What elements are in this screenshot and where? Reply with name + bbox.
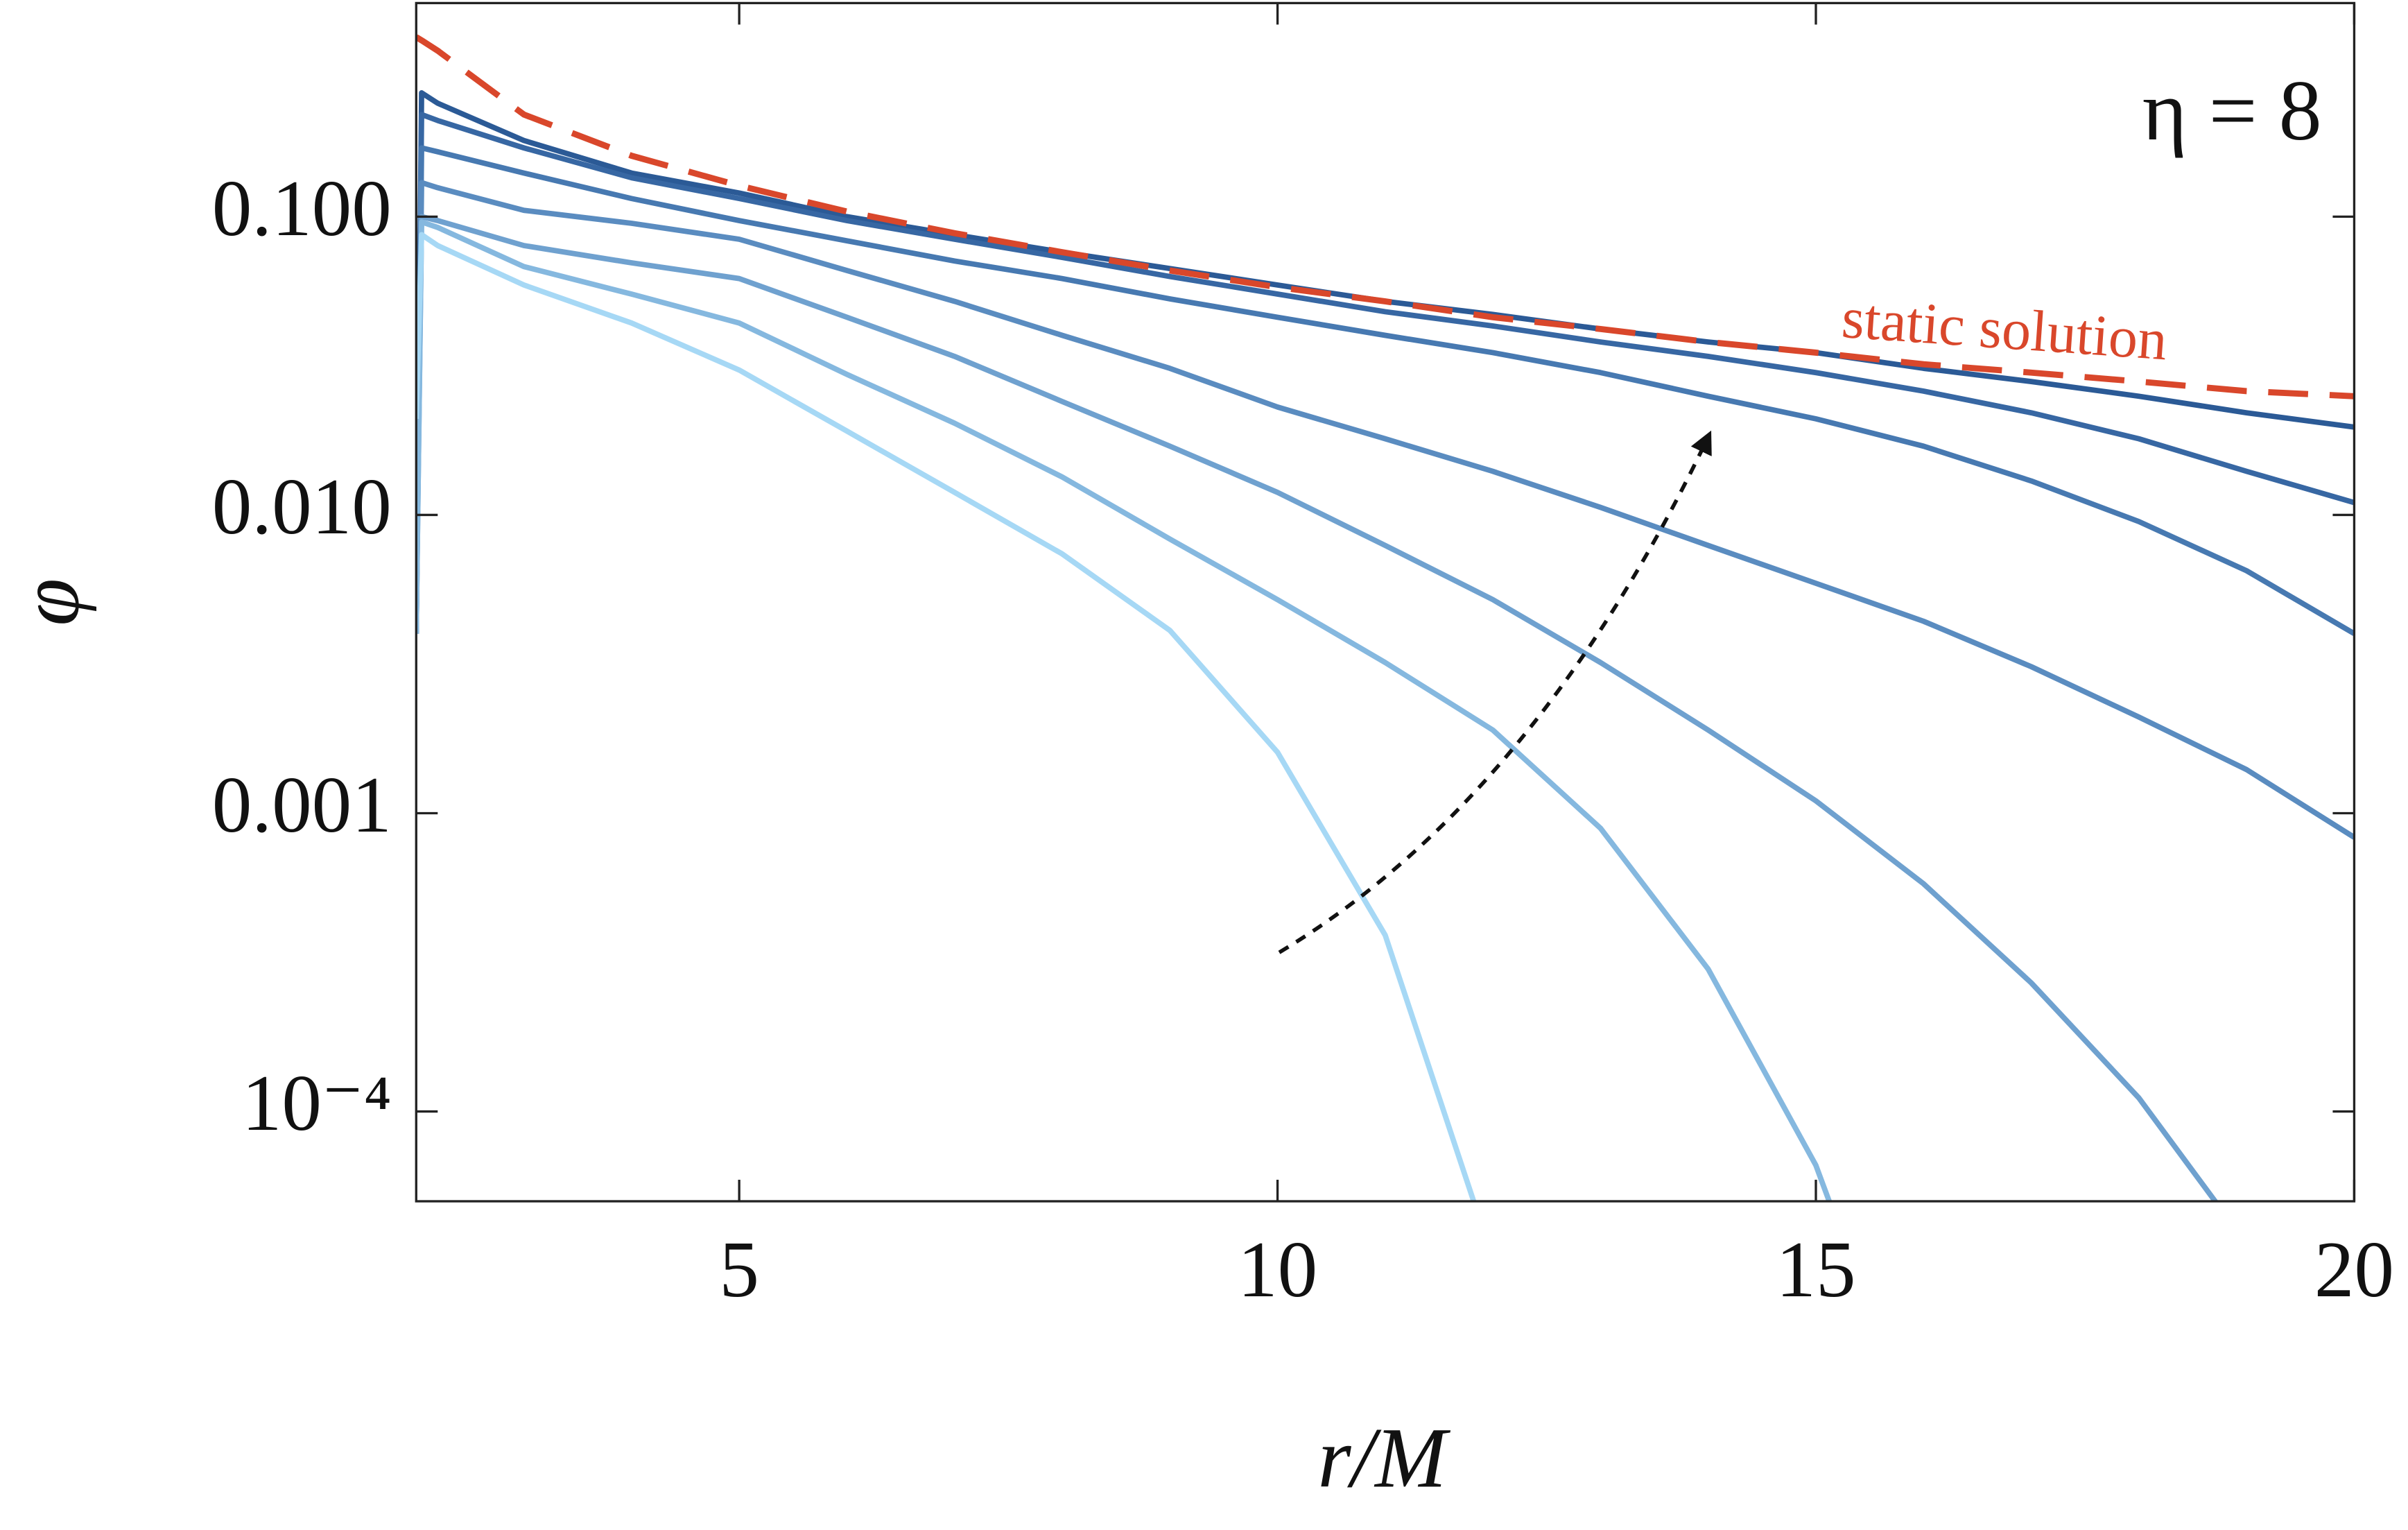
x-tick-label: 20	[2314, 1225, 2394, 1314]
data-line	[416, 112, 2355, 634]
y-axis-label: φ	[1, 578, 97, 626]
y-tick-label: 0.001	[212, 760, 392, 849]
trend-arrow	[1278, 430, 1712, 954]
data-line	[416, 90, 2355, 634]
y-tick-label: 0.010	[212, 462, 392, 551]
data-line	[416, 232, 1477, 1202]
plot-area	[416, 34, 2355, 1202]
y-tick-label: 10⁻⁴	[242, 1058, 392, 1147]
plot-frame	[415, 1, 2356, 1203]
data-line	[416, 219, 1833, 1202]
data-line	[416, 145, 2355, 636]
data-line	[416, 214, 2219, 1202]
series-label: static solution	[1839, 286, 2169, 373]
x-tick-label: 5	[719, 1225, 759, 1314]
x-tick-label: 10	[1238, 1225, 1317, 1314]
annotation: η = 8	[2142, 62, 2322, 158]
x-tick-label: 15	[1776, 1225, 1855, 1314]
x-axis-label: r/M	[1317, 1410, 1450, 1506]
data-line	[416, 180, 2355, 840]
reference-line	[416, 34, 2355, 399]
y-tick-label: 0.100	[212, 164, 392, 252]
